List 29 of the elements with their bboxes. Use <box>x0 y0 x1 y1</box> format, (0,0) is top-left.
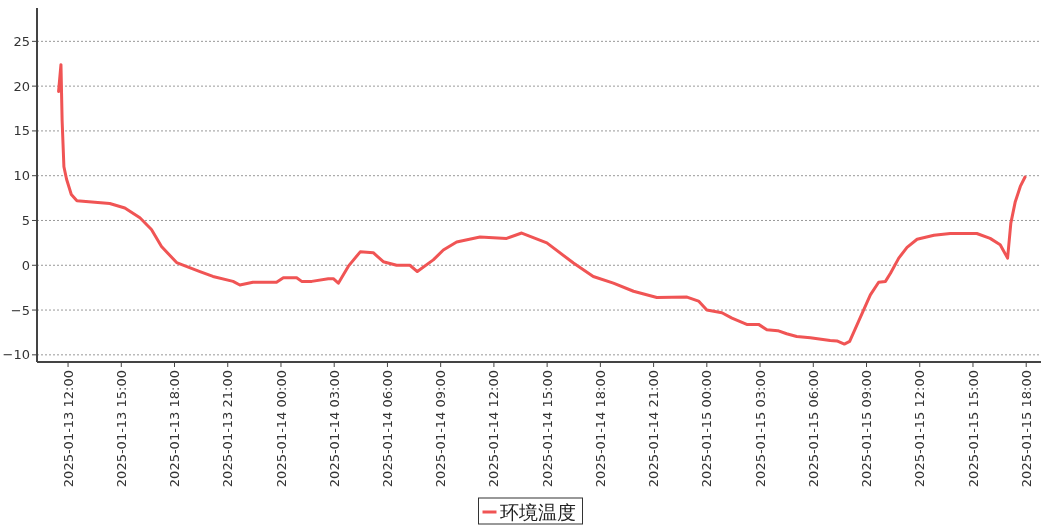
x-tick-label: 2025-01-13 15:00 <box>113 370 129 488</box>
y-tick-label: 25 <box>13 33 30 49</box>
x-tick-label: 2025-01-14 18:00 <box>592 370 608 488</box>
y-tick-label: −10 <box>2 347 30 363</box>
x-tick-label: 2025-01-15 15:00 <box>965 370 981 488</box>
x-tick-label: 2025-01-13 12:00 <box>60 370 76 488</box>
y-tick-label: 10 <box>13 168 30 184</box>
x-tick-label: 2025-01-15 06:00 <box>805 370 821 488</box>
x-tick-label: 2025-01-14 12:00 <box>486 370 502 488</box>
y-tick-label: 15 <box>13 123 30 139</box>
x-tick-label: 2025-01-14 00:00 <box>273 370 289 488</box>
x-tick-label: 2025-01-14 06:00 <box>379 370 395 488</box>
x-tick-label: 2025-01-15 12:00 <box>912 370 928 488</box>
x-tick-label: 2025-01-14 09:00 <box>433 370 449 488</box>
x-tick-label: 2025-01-14 21:00 <box>646 370 662 488</box>
line-series <box>57 63 1027 346</box>
y-tick-label: 20 <box>13 78 30 94</box>
x-tick-label: 2025-01-15 00:00 <box>699 370 715 488</box>
x-tick-label: 2025-01-13 18:00 <box>167 370 183 488</box>
y-tick-label: −5 <box>10 302 30 318</box>
x-tick-label: 2025-01-14 03:00 <box>326 370 342 488</box>
x-tick-label: 2025-01-14 15:00 <box>539 370 555 488</box>
x-tick-label: 2025-01-15 03:00 <box>752 370 768 488</box>
x-tick-label: 2025-01-15 18:00 <box>1018 370 1034 488</box>
x-tick-label: 2025-01-13 21:00 <box>220 370 236 488</box>
y-tick-label: 5 <box>21 213 30 229</box>
x-tick-label: 2025-01-15 09:00 <box>859 370 875 488</box>
legend-label: 环境温度 <box>499 500 576 523</box>
y-tick-label: 0 <box>21 257 30 273</box>
